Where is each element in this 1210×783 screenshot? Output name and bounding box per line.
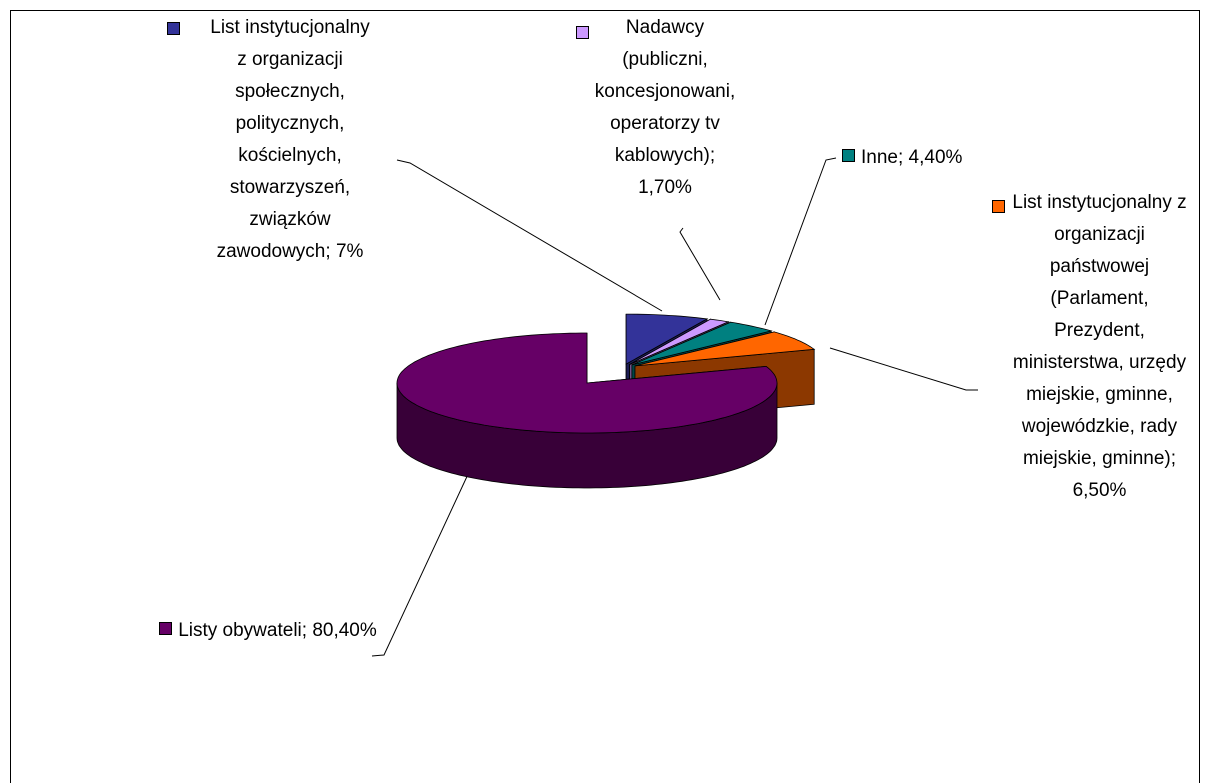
separator: ; bbox=[1170, 448, 1177, 469]
data-label: Listy obywateli; 80,40% bbox=[158, 615, 378, 647]
leader-line bbox=[764, 157, 837, 326]
leader-line bbox=[396, 159, 663, 312]
category-text: List instytucjonalny z organizacji społe… bbox=[210, 17, 370, 262]
category-text: Listy obywateli bbox=[178, 620, 302, 641]
value-label: 80,40% bbox=[312, 620, 377, 641]
data-label: List instytucjonalny z organizacji społe… bbox=[167, 12, 375, 268]
legend-key bbox=[992, 200, 1005, 213]
chart-border bbox=[10, 10, 1200, 783]
leader-line bbox=[371, 469, 471, 657]
value-label: 4,40% bbox=[908, 147, 963, 168]
data-label: Nadawcy (publiczni, koncesjonowani, oper… bbox=[576, 12, 740, 204]
value-label: 6,50% bbox=[1072, 480, 1127, 501]
leader-line bbox=[679, 227, 721, 301]
separator: ; bbox=[897, 147, 909, 168]
legend-key bbox=[576, 26, 589, 39]
separator: ; bbox=[709, 145, 716, 166]
slice-top bbox=[396, 332, 778, 434]
pie-slice bbox=[396, 332, 778, 489]
legend-key bbox=[167, 22, 180, 35]
category-text: Inne bbox=[861, 147, 898, 168]
slice-top bbox=[631, 321, 773, 366]
slice-top bbox=[634, 331, 816, 367]
legend-key bbox=[842, 149, 855, 162]
separator: ; bbox=[301, 620, 313, 641]
data-label: List instytucjonalny z organizacji państ… bbox=[992, 187, 1187, 507]
separator: ; bbox=[325, 241, 336, 262]
slice-top bbox=[629, 318, 730, 365]
pie bbox=[396, 313, 816, 489]
leader-line bbox=[829, 347, 978, 391]
slice-top bbox=[625, 313, 709, 365]
value-label: 7% bbox=[335, 241, 364, 262]
data-label: Inne; 4,40% bbox=[842, 142, 1042, 174]
leader-lines bbox=[371, 157, 978, 657]
category-text: Nadawcy (publiczni, koncesjonowani, oper… bbox=[594, 17, 736, 166]
value-label: 1,70% bbox=[638, 177, 692, 198]
category-text: List instytucjonalny z organizacji państ… bbox=[1012, 192, 1187, 469]
legend-key bbox=[159, 622, 173, 635]
